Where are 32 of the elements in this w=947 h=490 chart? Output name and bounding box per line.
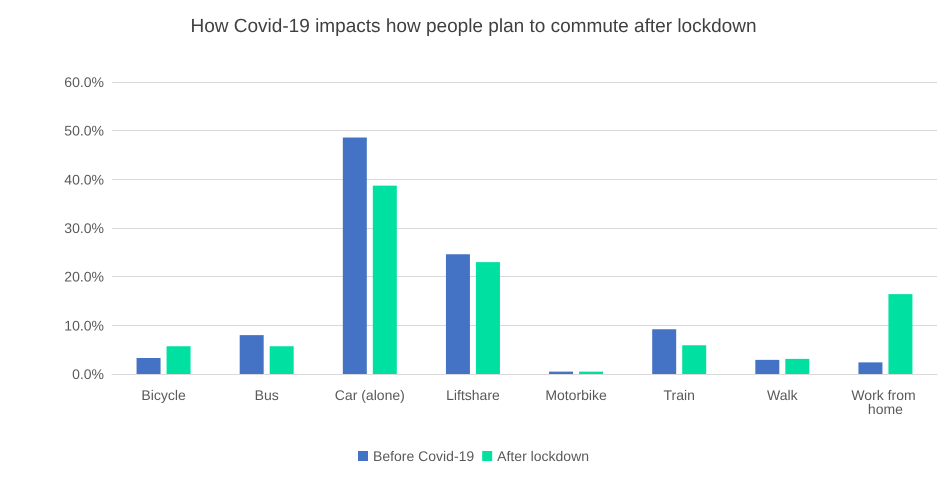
y-tick-label: 10.0% [64,317,104,334]
bar [755,360,780,374]
x-tick-label: Bicycle [141,387,186,403]
bar [888,294,912,374]
x-tick-label: Walk [767,387,799,403]
bar [652,329,676,374]
bar [342,137,367,374]
y-tick-label: 30.0% [64,220,104,236]
bar [682,345,706,374]
bar [372,186,397,374]
chart-title: How Covid-19 impacts how people plan to commute after lockdown [190,16,757,37]
y-tick-label: 50.0% [64,122,104,139]
bar [476,262,500,374]
bar [166,346,191,374]
x-tick-label: Liftshare [446,387,500,403]
bar [136,358,161,374]
bar [270,346,294,374]
y-tick-label: 0.0% [72,366,104,382]
y-tick-label: 40.0% [64,171,104,188]
y-tick-label: 20.0% [64,268,104,285]
bar [446,254,470,374]
legend-label: Before Covid-19 [373,448,474,464]
bar [785,358,810,374]
x-tick-label: Bus [254,387,279,403]
x-tick-label: Car (alone) [334,387,405,403]
bar [858,362,882,374]
x-tick-label: Train [663,387,695,403]
bar [240,335,264,374]
y-tick-label: 60.0% [64,74,104,90]
x-tick-label: Work from home [851,387,920,417]
x-tick-label: Motorbike [545,387,608,403]
legend-label: After lockdown [497,448,589,464]
